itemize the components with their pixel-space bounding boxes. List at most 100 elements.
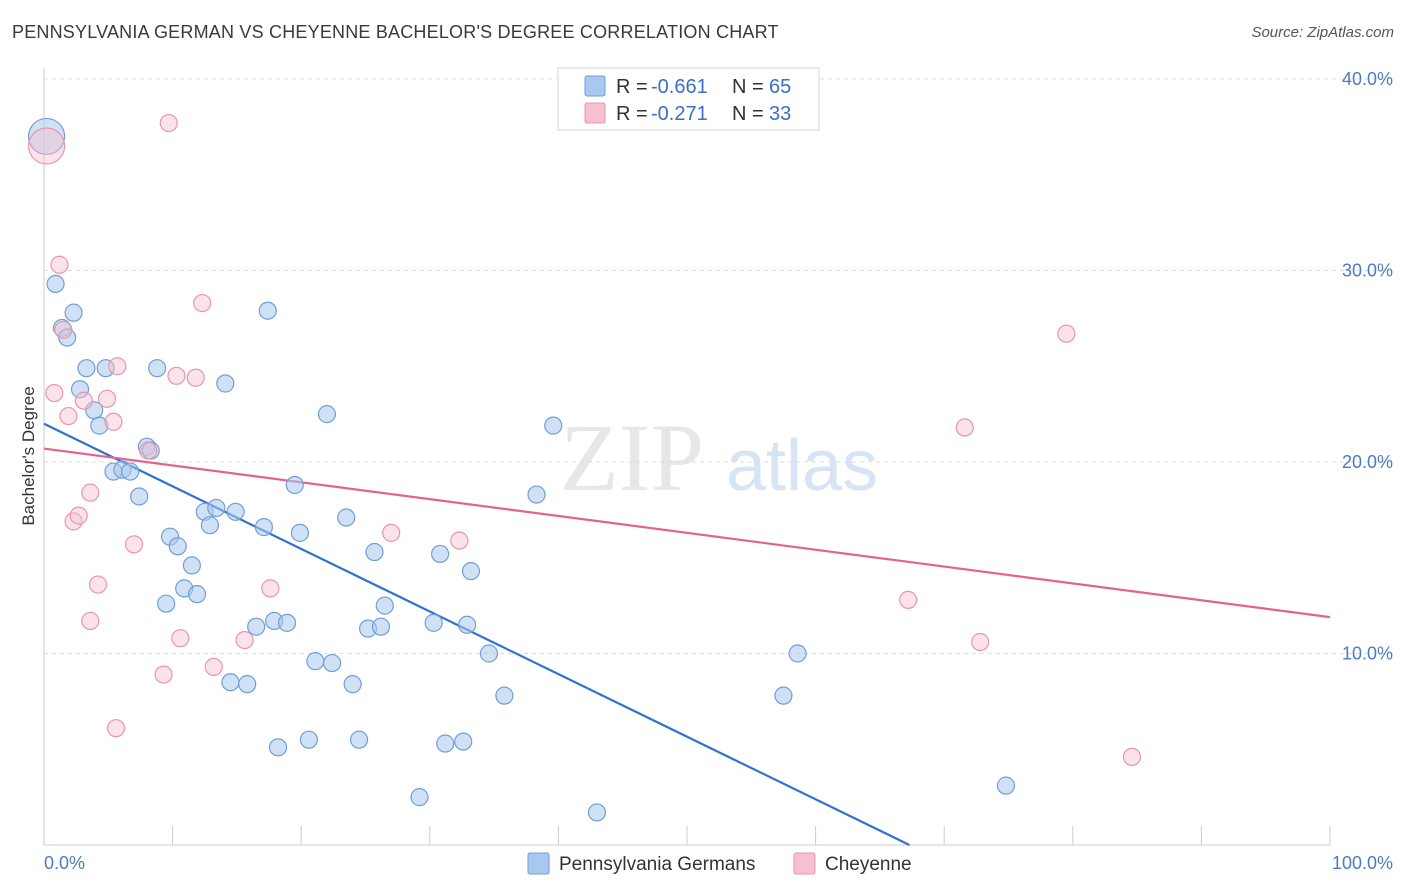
blue-point-16 bbox=[148, 359, 167, 378]
blue-point-21 bbox=[182, 556, 201, 575]
blue-point-0 bbox=[27, 117, 66, 156]
series-legend-label-blue: Pennsylvania Germans bbox=[559, 854, 755, 875]
blue-point-41 bbox=[322, 653, 342, 673]
source-credit: Source: ZipAtlas.com bbox=[1251, 24, 1394, 41]
blue-point-13 bbox=[130, 487, 149, 506]
pink-point-14 bbox=[106, 719, 126, 738]
pink-point-23 bbox=[204, 657, 223, 677]
pink-point-18 bbox=[159, 113, 178, 133]
blue-point-12 bbox=[121, 462, 140, 481]
y-tick-label-10: 10.0% bbox=[1342, 644, 1393, 664]
pink-point-2 bbox=[50, 255, 69, 274]
blue-point-32 bbox=[258, 301, 277, 320]
pink-point-19 bbox=[167, 366, 186, 385]
series-legend-swatch-pink bbox=[793, 852, 816, 875]
pink-point-25 bbox=[261, 579, 280, 598]
legend-r-value-blue: -0.661 bbox=[651, 76, 708, 98]
pink-point-11 bbox=[104, 412, 123, 431]
blue-point-43 bbox=[343, 675, 362, 694]
y-tick-label-30: 30.0% bbox=[1342, 261, 1393, 281]
pink-trend-line bbox=[43, 447, 1331, 619]
blue-point-47 bbox=[371, 617, 391, 636]
tick-labels: 10.0% 20.0% 30.0% 40.0% 0.0% 100.0% bbox=[44, 69, 1393, 873]
pink-point-4 bbox=[59, 406, 78, 426]
blue-point-31 bbox=[254, 518, 274, 537]
blue-point-48 bbox=[375, 596, 394, 615]
watermark-zip: ZIP bbox=[560, 404, 704, 511]
blue-point-28 bbox=[226, 502, 245, 521]
legend-r-value-pink: -0.271 bbox=[651, 103, 708, 125]
blue-point-24 bbox=[200, 516, 219, 535]
blue-point-55 bbox=[461, 562, 481, 581]
y-tick-label-20: 20.0% bbox=[1342, 452, 1393, 472]
pink-point-0 bbox=[27, 127, 66, 165]
pink-point-27 bbox=[450, 531, 469, 550]
blue-point-25 bbox=[207, 498, 226, 518]
y-tick-label-40: 40.0% bbox=[1342, 69, 1393, 89]
pink-point-1 bbox=[45, 383, 64, 403]
series-legend-swatch-blue bbox=[527, 852, 550, 875]
legend-n-label-blue: N = bbox=[732, 76, 764, 98]
blue-point-26 bbox=[216, 374, 235, 393]
pink-point-20 bbox=[171, 629, 190, 648]
blue-point-17 bbox=[157, 594, 176, 613]
pink-point-16 bbox=[139, 441, 158, 460]
chart-title: PENNSYLVANIA GERMAN VS CHEYENNE BACHELOR… bbox=[12, 22, 779, 42]
pink-point-3 bbox=[54, 320, 73, 339]
pink-point-13 bbox=[81, 611, 100, 631]
blue-point-6 bbox=[77, 359, 96, 378]
blue-point-40 bbox=[317, 405, 337, 424]
blue-point-44 bbox=[349, 730, 369, 749]
pink-point-8 bbox=[81, 483, 100, 502]
blue-point-60 bbox=[587, 803, 607, 822]
blue-point-9 bbox=[96, 359, 115, 378]
pink-point-17 bbox=[154, 665, 173, 684]
blue-point-46 bbox=[365, 542, 384, 562]
pink-point-5 bbox=[64, 512, 83, 531]
blue-point-37 bbox=[290, 523, 310, 542]
pink-point-12 bbox=[108, 357, 127, 376]
blue-point-8 bbox=[90, 416, 109, 435]
pink-point-9 bbox=[88, 575, 108, 594]
legend-swatch-blue bbox=[584, 75, 606, 97]
blue-point-5 bbox=[70, 380, 90, 399]
pink-point-15 bbox=[124, 535, 144, 554]
pink-point-24 bbox=[235, 630, 254, 650]
pink-point-21 bbox=[186, 368, 205, 387]
x-tick-label-0: 0.0% bbox=[44, 853, 85, 873]
blue-point-58 bbox=[527, 485, 546, 504]
legend-r-label-pink: R = bbox=[616, 103, 648, 125]
pink-point-22 bbox=[193, 293, 212, 313]
blue-point-35 bbox=[277, 613, 297, 632]
blue-point-51 bbox=[430, 544, 450, 564]
blue-point-38 bbox=[299, 730, 319, 749]
y-axis-label: Bachelor's Degree bbox=[19, 386, 38, 525]
blue-point-53 bbox=[454, 732, 473, 751]
blue-point-42 bbox=[337, 508, 356, 527]
blue-point-54 bbox=[457, 615, 477, 634]
axes bbox=[43, 68, 1331, 846]
pink-point-26 bbox=[382, 523, 401, 542]
trend-lines bbox=[43, 422, 1331, 846]
blue-trend-line bbox=[43, 422, 910, 846]
pink-point-10 bbox=[97, 389, 117, 408]
pink-point-28 bbox=[899, 590, 918, 609]
blue-point-27 bbox=[221, 673, 240, 692]
legend-swatch-pink bbox=[584, 102, 606, 124]
blue-point-22 bbox=[187, 585, 207, 604]
series-legend-label-pink: Cheyenne bbox=[825, 854, 912, 875]
x-tick-label-100: 100.0% bbox=[1332, 853, 1393, 873]
legend-r-label-blue: R = bbox=[616, 76, 648, 98]
pink-point-30 bbox=[971, 632, 990, 652]
pink-point-31 bbox=[1057, 324, 1076, 343]
blue-point-63 bbox=[996, 776, 1016, 795]
legend-n-label-pink: N = bbox=[732, 103, 764, 125]
stats-legend: R = -0.661 N = 65 R = -0.271 N = 33 bbox=[557, 67, 820, 131]
blue-point-62 bbox=[788, 644, 807, 663]
blue-point-36 bbox=[285, 475, 304, 495]
blue-point-4 bbox=[64, 303, 83, 322]
legend-n-value-pink: 33 bbox=[769, 103, 791, 125]
series-legend: Pennsylvania Germans Cheyenne bbox=[527, 852, 912, 875]
pink-point-6 bbox=[69, 506, 88, 525]
